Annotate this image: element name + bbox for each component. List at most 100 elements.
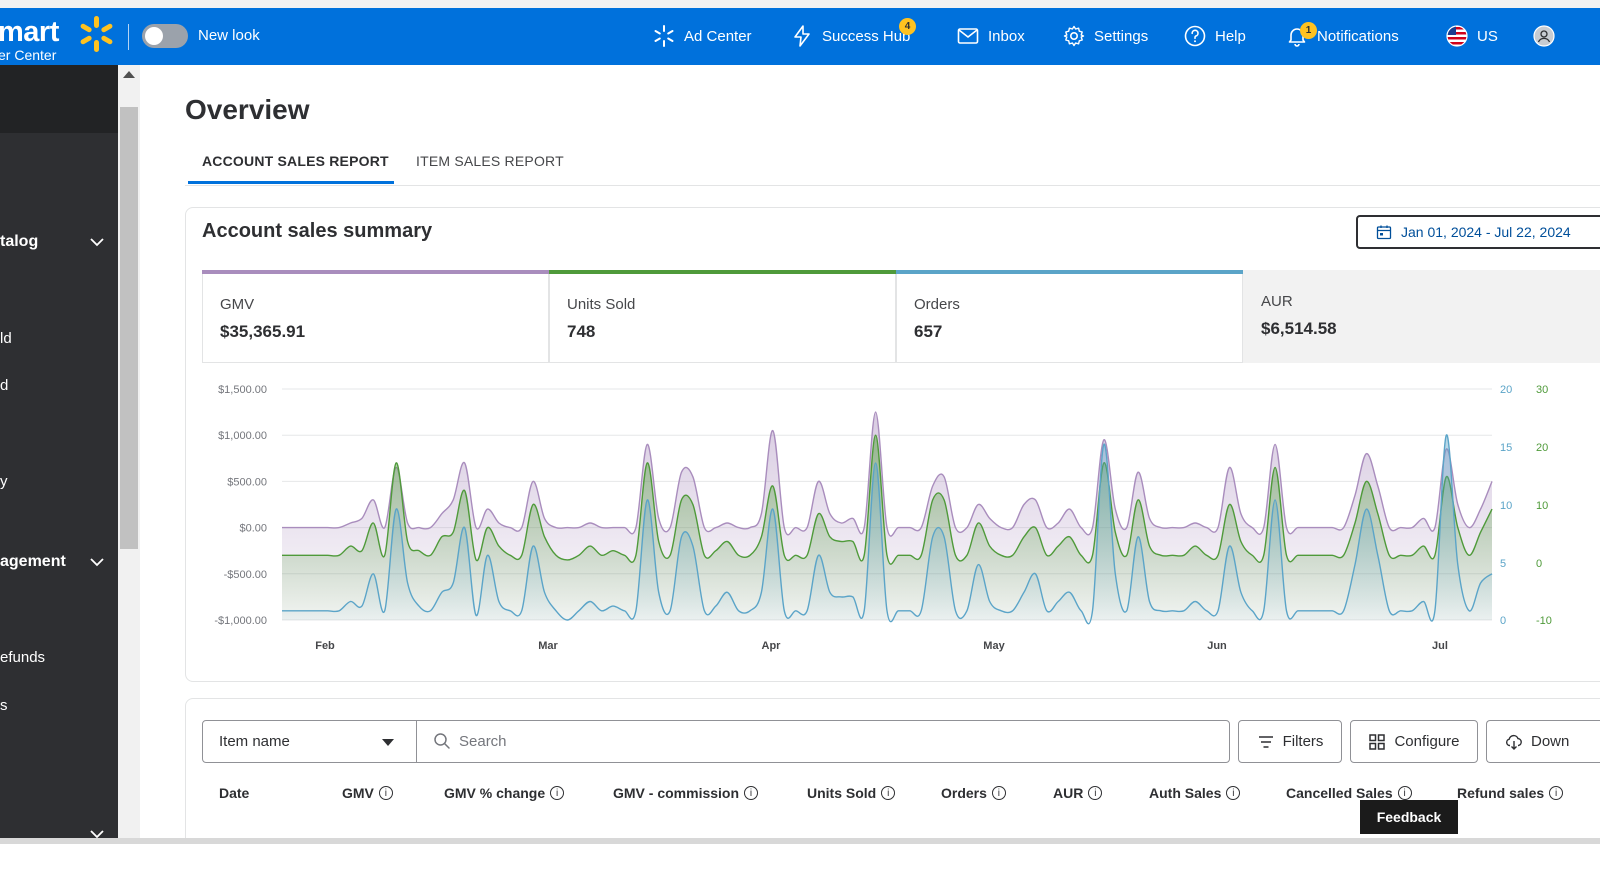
nav-ad-center[interactable]: Ad Center (652, 22, 752, 50)
account-menu[interactable] (1532, 22, 1564, 50)
date-range-value: Jan 01, 2024 - Jul 22, 2024 (1401, 224, 1571, 240)
tab-account-sales-report[interactable]: ACCOUNT SALES REPORT (202, 153, 389, 169)
right-axis-1-tick-label: 10 (1500, 500, 1512, 512)
column-header-aur[interactable]: AUR i (1053, 785, 1103, 801)
column-header-label: Orders (941, 785, 987, 801)
x-axis-tick-label: May (983, 640, 1005, 652)
units-sold-series-area (282, 435, 1492, 620)
tabs-divider (185, 185, 1600, 186)
feedback-button[interactable]: Feedback (1360, 800, 1458, 834)
nav-label: US (1477, 27, 1498, 45)
right-axis-1-tick-label: 0 (1500, 615, 1506, 627)
sidebar-item-label: d (0, 377, 9, 394)
brand-divider (128, 24, 129, 50)
nav-success-hub[interactable]: Success Hub (790, 22, 910, 50)
filter-lines-icon (1258, 735, 1273, 748)
column-header-units-sold[interactable]: Units Sold i (807, 785, 896, 801)
column-header-date[interactable]: Date (219, 785, 249, 801)
info-icon[interactable]: i (881, 786, 896, 800)
kpi-units-sold[interactable]: Units Sold 748 (549, 270, 896, 363)
sidebar-item-label: s (0, 697, 8, 714)
info-icon[interactable]: i (744, 786, 759, 800)
search-input[interactable] (416, 720, 1230, 763)
new-look-toggle[interactable] (142, 24, 188, 48)
download-button[interactable]: Down (1486, 720, 1600, 763)
right-axis-1-tick-label: 15 (1500, 442, 1512, 454)
sidebar-scrollbar[interactable] (118, 65, 140, 838)
bolt-icon (794, 25, 810, 47)
tab-item-sales-report[interactable]: ITEM SALES REPORT (416, 153, 564, 169)
info-icon[interactable]: i (1088, 786, 1103, 800)
column-header-gmv-change[interactable]: GMV % change i (444, 785, 565, 801)
column-header-cancelled-sales[interactable]: Cancelled Sales i (1286, 785, 1412, 801)
scrollbar-thumb[interactable] (120, 107, 138, 549)
column-header-label: Cancelled Sales (1286, 785, 1393, 801)
configure-button[interactable]: Configure (1350, 720, 1478, 763)
new-look-label: New look (198, 27, 260, 44)
sidebar-item-label: y (0, 473, 8, 490)
nav-inbox[interactable]: Inbox (956, 22, 1025, 50)
user-avatar-icon (1533, 25, 1555, 47)
chart-axes: $1,500.00 $1,000.00 $500.00 $0.00 -$500.00 -$… (214, 384, 1552, 652)
chevron-down-icon (90, 238, 104, 247)
left-axis-tick-label: $500.00 (227, 476, 267, 488)
kpi-gmv[interactable]: GMV $35,365.91 (202, 270, 549, 363)
right-axis-2-tick-label: 10 (1536, 500, 1548, 512)
item-name-dropdown[interactable]: Item name (202, 720, 417, 763)
nav-help[interactable]: Help (1183, 22, 1246, 50)
button-label: Filters (1282, 733, 1324, 750)
brand-name: mart (0, 16, 59, 48)
scroll-up-arrow-icon[interactable] (123, 71, 135, 78)
help-icon (1184, 25, 1206, 47)
filters-button[interactable]: Filters (1238, 720, 1342, 763)
column-header-label: Date (219, 785, 250, 801)
info-icon[interactable]: i (1226, 786, 1241, 800)
nav-label: Help (1215, 27, 1246, 45)
spark-icon (654, 25, 674, 47)
left-axis-tick-label: $1,000.00 (218, 430, 267, 442)
nav-notifications[interactable]: Notifications (1285, 22, 1399, 50)
us-flag-icon (1446, 25, 1468, 47)
column-header-refund-sales[interactable]: Refund sales i (1457, 785, 1564, 801)
sidebar-item-1[interactable]: ld (0, 330, 12, 347)
chevron-down-icon[interactable] (88, 825, 106, 838)
kpi-label: AUR (1261, 293, 1293, 310)
sidebar-item-refunds[interactable]: efunds (0, 649, 45, 666)
sidebar-header (0, 65, 118, 133)
sidebar-item-2[interactable]: d (0, 377, 8, 394)
info-icon[interactable]: i (550, 786, 565, 800)
info-icon[interactable]: i (1397, 786, 1412, 800)
column-header-gmv[interactable]: GMV i (342, 785, 393, 801)
column-header-label: Units Sold (807, 785, 877, 801)
sidebar-item-catalog[interactable]: talog (0, 233, 118, 251)
x-axis-tick-label: Jun (1207, 640, 1227, 652)
info-icon[interactable]: i (378, 786, 393, 800)
column-header-orders[interactable]: Orders i (941, 785, 1006, 801)
x-axis-tick-label: Mar (538, 640, 558, 652)
success-hub-badge: 4 (899, 18, 916, 35)
nav-country[interactable]: US (1445, 22, 1498, 50)
nav-label: Notifications (1317, 27, 1399, 45)
nav-label: Ad Center (684, 27, 752, 45)
column-header-auth-sales[interactable]: Auth Sales i (1149, 785, 1241, 801)
date-range-picker[interactable]: Jan 01, 2024 - Jul 22, 2024 (1356, 215, 1600, 249)
nav-label: Settings (1094, 27, 1149, 45)
right-axis-2-tick-label: 20 (1536, 442, 1548, 454)
sidebar-item-management[interactable]: agement (0, 553, 118, 571)
right-axis-2-tick-label: -10 (1536, 615, 1552, 627)
kpi-value: 748 (567, 322, 596, 341)
left-axis-tick-label: -$1,000.00 (214, 615, 267, 627)
sidebar-item-6[interactable]: s (0, 697, 8, 714)
sidebar-item-3[interactable]: y (0, 473, 8, 490)
page-title: Overview (185, 94, 310, 125)
info-icon[interactable]: i (1549, 786, 1564, 800)
nav-settings[interactable]: Settings (1062, 22, 1148, 50)
info-icon[interactable]: i (991, 786, 1006, 800)
column-header-gmv-commission[interactable]: GMV - commission i (613, 785, 759, 801)
kpi-aur[interactable]: AUR $6,514.58 (1243, 270, 1600, 363)
gear-icon (1063, 25, 1085, 47)
nav-label: Inbox (988, 27, 1025, 45)
sidebar-item-label: agement (0, 553, 66, 570)
kpi-orders[interactable]: Orders 657 (896, 270, 1243, 363)
nav-label: Success Hub (822, 27, 911, 45)
